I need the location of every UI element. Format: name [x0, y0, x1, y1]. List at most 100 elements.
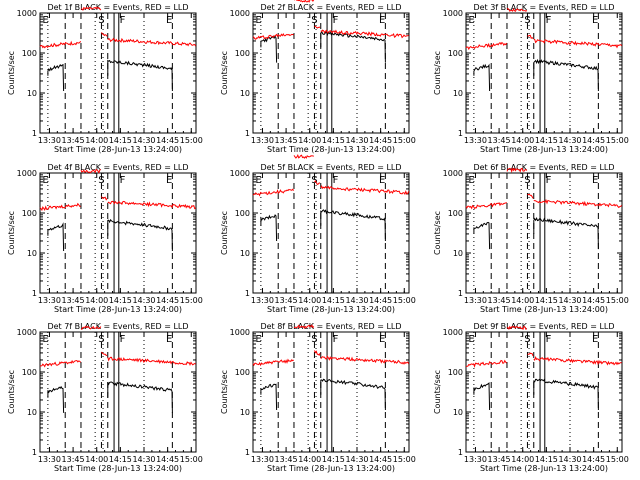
x-axis-label: Start Time (28-Jun-13 13:24:00) — [480, 145, 608, 154]
lld-series-line — [320, 29, 409, 39]
y-tick-label: 1000 — [17, 328, 37, 337]
y-tick-label: 10 — [453, 408, 463, 417]
events-series-line — [260, 383, 278, 411]
x-tick-label: 14:30 — [345, 296, 368, 305]
x-tick-label: 15:00 — [180, 455, 203, 464]
x-tick-label: 13:45 — [275, 296, 298, 305]
zone-label: E — [468, 15, 474, 26]
zone-label: E — [592, 175, 598, 186]
x-axis-label: Start Time (28-Jun-13 13:24:00) — [54, 145, 182, 154]
x-tick-label: 13:45 — [62, 136, 85, 145]
y-tick-label: 100 — [22, 368, 37, 377]
x-tick-label: 14:15 — [322, 455, 345, 464]
x-tick-label: 14:00 — [85, 296, 108, 305]
lld-series-line — [465, 41, 508, 51]
lld-series-line — [252, 188, 295, 197]
y-tick-label: 100 — [448, 49, 463, 58]
zone-label: E — [166, 175, 172, 186]
y-tick-label: 1000 — [230, 9, 250, 18]
detector-panel-2: Det 2f BLACK = Events, RED = LLD 1 10 100 10… — [220, 0, 416, 154]
lld-series-line — [252, 33, 294, 40]
y-tick-label: 1000 — [230, 328, 250, 337]
y-tick-label: 100 — [22, 209, 37, 218]
zone-label: F — [546, 15, 552, 26]
x-tick-label: 14:30 — [345, 455, 368, 464]
y-tick-label: 1 — [458, 129, 463, 138]
x-tick-label: 15:00 — [393, 455, 416, 464]
lld-series-line — [293, 324, 315, 330]
x-tick-label: 13:30 — [464, 136, 487, 145]
zone-label: E — [166, 15, 172, 26]
zone-label: F — [120, 15, 126, 26]
x-tick-label: 15:00 — [606, 455, 629, 464]
lld-series-line — [294, 0, 315, 3]
detector-panel-9: Det 9f BLACK = Events, RED = LLD 1 10 100 10… — [433, 322, 629, 473]
x-axis-label: Start Time (28-Jun-13 13:24:00) — [54, 464, 182, 473]
panel-title: Det 5f BLACK = Events, RED = LLD — [260, 163, 401, 172]
x-axis-label: Start Time (28-Jun-13 13:24:00) — [54, 305, 182, 314]
x-tick-label: 15:00 — [606, 296, 629, 305]
lld-series-line — [506, 7, 528, 12]
lld-series-line — [506, 325, 528, 331]
y-tick-label: 10 — [240, 89, 250, 98]
detector-panel-5: Det 5f BLACK = Events, RED = LLD 1 10 100 10… — [220, 153, 416, 314]
zone-label: S — [98, 334, 104, 345]
lld-series-line — [320, 355, 410, 365]
y-tick-label: 1000 — [17, 169, 37, 178]
x-tick-label: 14:15 — [535, 455, 558, 464]
x-tick-label: 14:15 — [322, 136, 345, 145]
x-tick-label: 13:30 — [251, 455, 274, 464]
panel-title: Det 2f BLACK = Events, RED = LLD — [260, 3, 401, 12]
zone-label: E — [379, 334, 385, 345]
x-tick-label: 14:15 — [535, 136, 558, 145]
events-series-line — [47, 63, 65, 92]
events-series-line — [260, 214, 278, 242]
events-series-line — [47, 222, 65, 252]
y-tick-label: 1000 — [17, 9, 37, 18]
x-tick-label: 14:00 — [298, 136, 321, 145]
lld-series-line — [527, 193, 534, 199]
x-tick-label: 14:45 — [156, 296, 179, 305]
lld-series-line — [465, 359, 508, 368]
lld-series-line — [533, 355, 622, 366]
panel-title: Det 1f BLACK = Events, RED = LLD — [47, 3, 188, 12]
plot-frame — [465, 331, 623, 453]
y-axis-label: Counts/sec — [7, 370, 16, 414]
y-tick-label: 100 — [235, 49, 250, 58]
lld-series-line — [39, 359, 82, 368]
y-axis-label: Counts/sec — [7, 211, 16, 255]
x-tick-label: 14:00 — [85, 455, 108, 464]
x-tick-label: 14:30 — [132, 296, 155, 305]
events-series-line — [320, 30, 386, 63]
y-tick-label: 1000 — [230, 169, 250, 178]
x-tick-label: 14:45 — [582, 455, 605, 464]
x-tick-label: 13:30 — [251, 136, 274, 145]
y-tick-label: 100 — [235, 209, 250, 218]
y-tick-label: 1 — [245, 289, 250, 298]
y-tick-label: 1 — [245, 448, 250, 457]
x-tick-label: 14:45 — [369, 296, 392, 305]
y-tick-label: 10 — [453, 249, 463, 258]
lld-series-line — [101, 32, 108, 37]
x-tick-label: 13:45 — [488, 136, 511, 145]
x-tick-label: 15:00 — [180, 136, 203, 145]
zone-label: S — [524, 175, 530, 186]
events-series-line — [320, 209, 386, 242]
lld-series-line — [80, 6, 102, 11]
y-axis-label: Counts/sec — [433, 211, 442, 255]
lld-series-line — [527, 352, 534, 357]
x-tick-label: 14:00 — [511, 136, 534, 145]
x-axis-label: Start Time (28-Jun-13 13:24:00) — [267, 464, 395, 473]
events-series-line — [473, 63, 491, 92]
plot-frame — [465, 172, 623, 294]
x-tick-label: 13:45 — [62, 296, 85, 305]
x-tick-label: 13:30 — [38, 296, 61, 305]
y-tick-label: 1 — [245, 129, 250, 138]
panel-title: Det 3f BLACK = Events, RED = LLD — [473, 3, 614, 12]
lld-series-line — [465, 202, 507, 210]
lld-series-line — [314, 25, 321, 29]
x-tick-label: 14:00 — [85, 136, 108, 145]
x-tick-label: 15:00 — [180, 296, 203, 305]
x-tick-label: 14:30 — [132, 455, 155, 464]
